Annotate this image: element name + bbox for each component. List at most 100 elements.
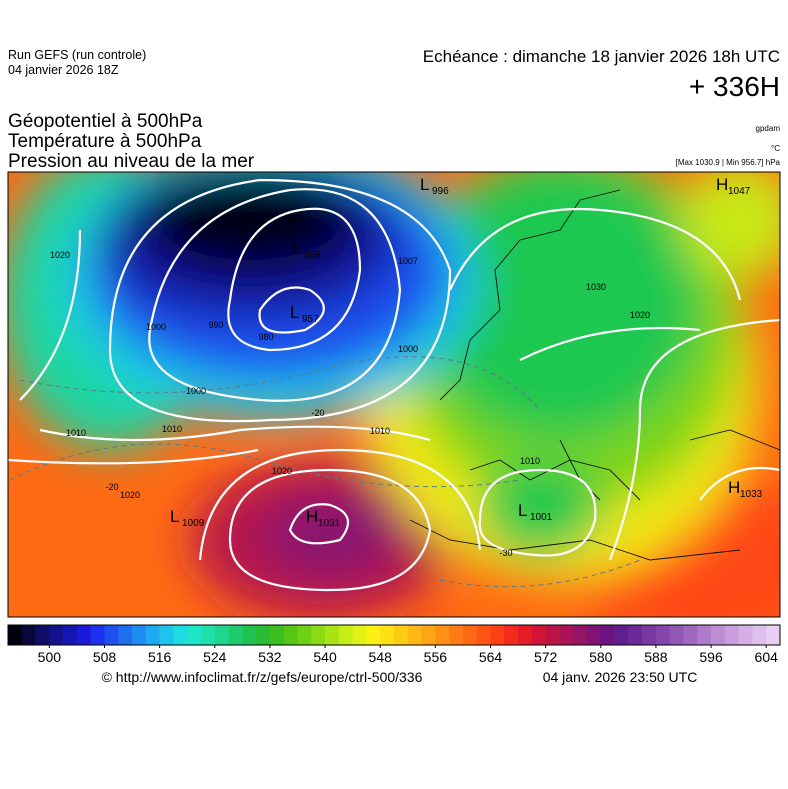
field: Température à 500hPa	[8, 131, 202, 152]
map-frame	[7, 171, 781, 618]
tick-label: 540	[313, 649, 337, 665]
color-swatch	[724, 625, 739, 645]
color-swatch	[518, 625, 533, 645]
tick-label: 508	[93, 649, 117, 665]
color-swatch	[711, 625, 726, 645]
color-swatch	[366, 625, 381, 645]
color-swatch	[476, 625, 491, 645]
color-swatch	[587, 625, 602, 645]
center-letter: H	[716, 175, 728, 194]
isobar-label: 980	[284, 214, 299, 224]
isobar-label: -30	[499, 548, 512, 558]
color-swatch	[421, 625, 436, 645]
center-letter: L	[292, 239, 301, 258]
color-swatch	[49, 625, 64, 645]
color-swatch	[573, 625, 588, 645]
isobar-label: 1020	[272, 466, 292, 476]
isobar-label: 1020	[630, 310, 650, 320]
tick-label: 548	[369, 649, 393, 665]
field: Pression au niveau de la mer	[8, 151, 255, 172]
color-swatch	[90, 625, 105, 645]
color-swatch	[642, 625, 657, 645]
center-letter: H	[306, 507, 318, 526]
color-swatch	[628, 625, 643, 645]
tick-label: 516	[148, 649, 172, 665]
center-letter: L	[290, 303, 299, 322]
isobar-label: 1007	[398, 256, 418, 266]
center-value: 957	[302, 314, 319, 325]
unit: [Max 1030.9 | Min 956.7] hPa	[676, 158, 781, 167]
tick-label: 572	[534, 649, 558, 665]
color-swatch	[380, 625, 395, 645]
color-swatch	[187, 625, 202, 645]
color-swatch	[490, 625, 505, 645]
color-swatch	[173, 625, 188, 645]
isobar-label: 1030	[586, 282, 606, 292]
color-swatch	[325, 625, 340, 645]
color-swatch	[407, 625, 422, 645]
color-swatch	[738, 625, 753, 645]
isobar-label: 1010	[66, 428, 86, 438]
color-swatch	[118, 625, 133, 645]
color-swatch	[338, 625, 353, 645]
source: © http://www.infoclimat.fr/z/gefs/europe…	[102, 669, 423, 685]
colorbar: 500 508 516 524 532 540 548 556 564 572 580 588 596 6…	[7, 624, 781, 665]
color-swatch	[63, 625, 78, 645]
isobar-label: 1000	[186, 386, 206, 396]
color-swatch	[531, 625, 546, 645]
center-letter: L	[420, 175, 429, 194]
color-swatch	[352, 625, 367, 645]
isobar-label: 1000	[146, 322, 166, 332]
color-swatch	[462, 625, 478, 645]
tick-label: 580	[589, 649, 613, 665]
isobar-label: 1020	[120, 490, 140, 500]
tick-label: 564	[479, 649, 503, 665]
isobar-label: 1010	[520, 456, 540, 466]
color-swatch	[269, 625, 285, 645]
color-swatch	[214, 625, 229, 645]
generated: 04 janv. 2026 23:50 UTC	[543, 669, 698, 685]
isobar-label: 1010	[370, 426, 390, 436]
color-swatch	[159, 625, 174, 645]
color-swatch	[21, 625, 36, 645]
color-swatch	[683, 625, 698, 645]
center-letter: L	[518, 501, 527, 520]
center-letter: H	[728, 478, 740, 497]
center-value: 996	[432, 186, 449, 197]
color-swatch	[311, 625, 326, 645]
tick-label: 556	[424, 649, 448, 665]
isobar-label: -20	[105, 482, 118, 492]
center-value: 1047	[728, 186, 751, 197]
field: Géopotentiel à 500hPa	[8, 111, 203, 132]
color-swatch	[697, 625, 712, 645]
colorbar-frame	[7, 624, 781, 646]
color-swatch	[145, 625, 160, 645]
lead-time: + 336H	[689, 71, 780, 102]
color-swatch	[394, 625, 409, 645]
tick-label: 604	[755, 649, 779, 665]
color-swatch	[76, 625, 92, 645]
color-swatch	[504, 625, 519, 645]
tick-label: 596	[699, 649, 723, 665]
center-letter: L	[170, 507, 179, 526]
color-swatch	[283, 625, 298, 645]
color-swatch	[669, 625, 684, 645]
isobar-label: 1000	[398, 344, 418, 354]
color-swatch	[600, 625, 615, 645]
color-swatch	[297, 625, 312, 645]
tick-label: 524	[203, 649, 227, 665]
center-value: 968	[304, 250, 321, 261]
map	[8, 172, 780, 617]
color-swatch	[655, 625, 671, 645]
center-value: 1033	[740, 489, 763, 500]
tick-label: 500	[38, 649, 62, 665]
run: Run GEFS (run controle)	[8, 48, 146, 62]
run-date: 04 janvier 2026 18Z	[8, 63, 119, 77]
color-swatch	[8, 625, 23, 645]
color-swatch	[614, 625, 629, 645]
center-value: 1001	[530, 512, 553, 523]
valid-time: Echéance : dimanche 18 janvier 2026 18h …	[423, 47, 780, 66]
color-swatch	[201, 625, 216, 645]
isobar-label: 1010	[162, 424, 182, 434]
